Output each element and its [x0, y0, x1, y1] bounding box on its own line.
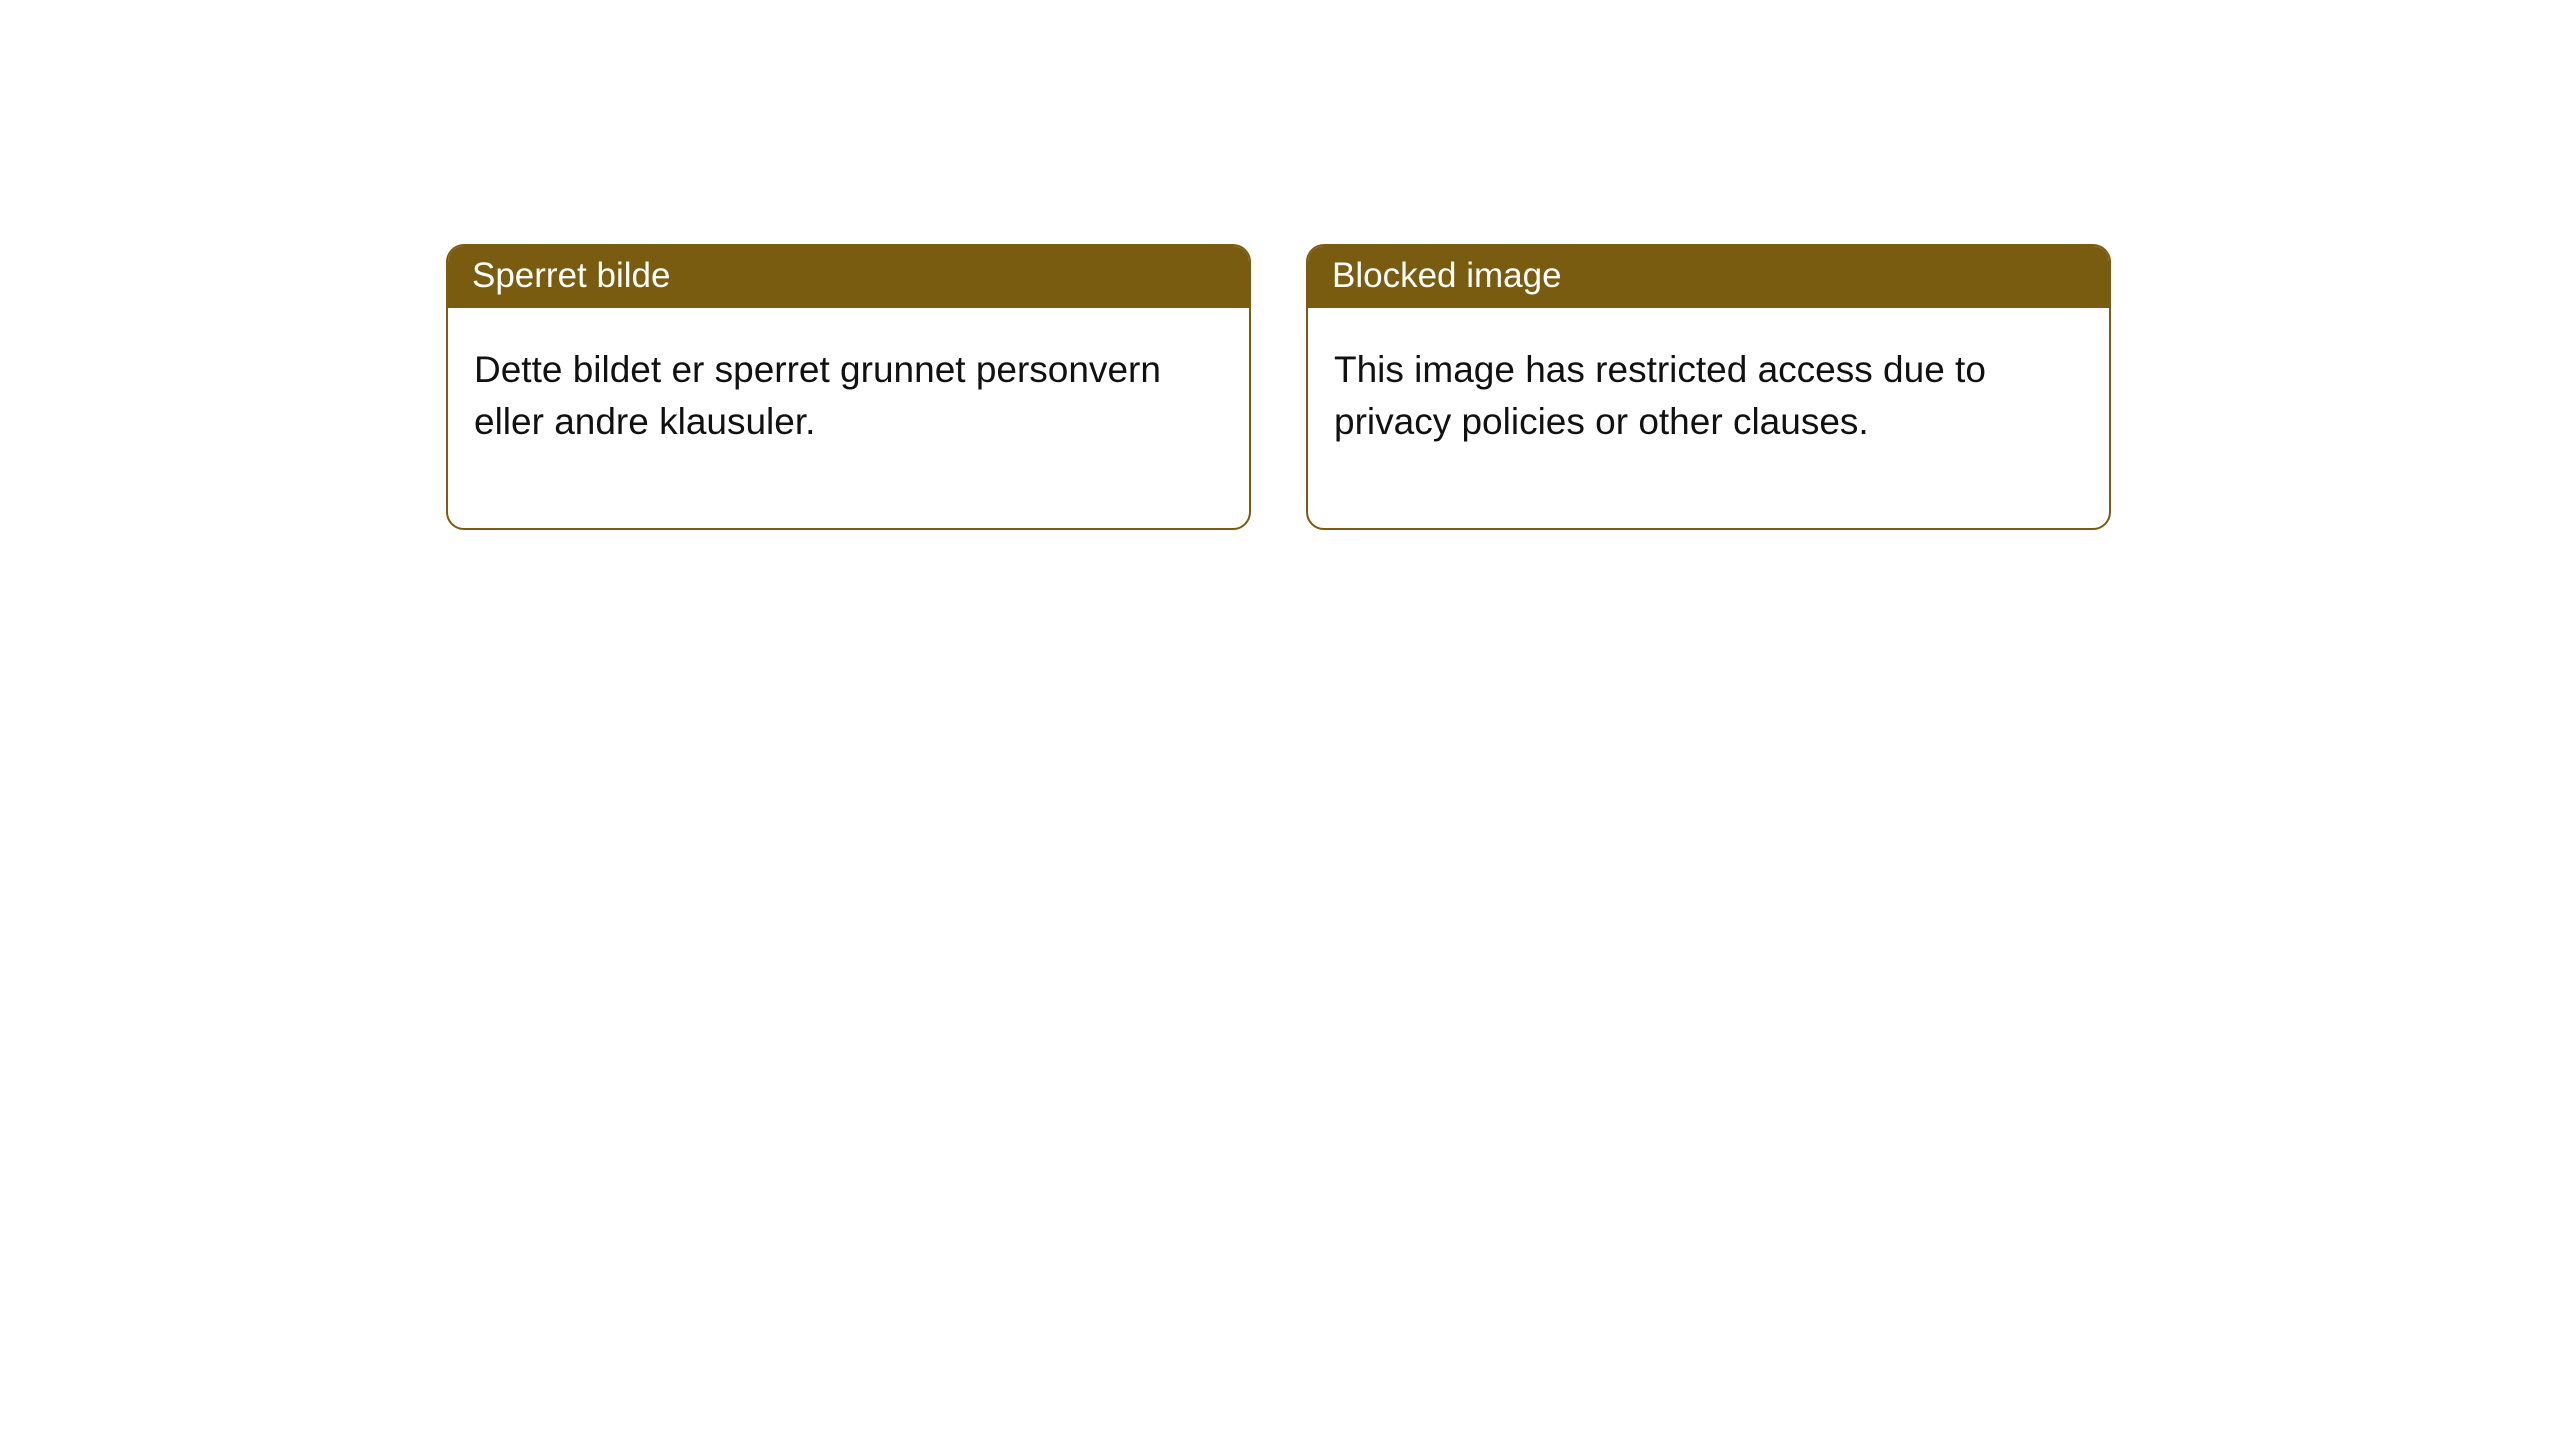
card-body: Dette bildet er sperret grunnet personve… — [448, 308, 1249, 528]
card-header: Sperret bilde — [448, 246, 1249, 308]
card-header: Blocked image — [1308, 246, 2109, 308]
notice-card-english: Blocked image This image has restricted … — [1306, 244, 2111, 530]
notice-card-norwegian: Sperret bilde Dette bildet er sperret gr… — [446, 244, 1251, 530]
card-body: This image has restricted access due to … — [1308, 308, 2109, 528]
notice-cards-container: Sperret bilde Dette bildet er sperret gr… — [0, 0, 2560, 530]
